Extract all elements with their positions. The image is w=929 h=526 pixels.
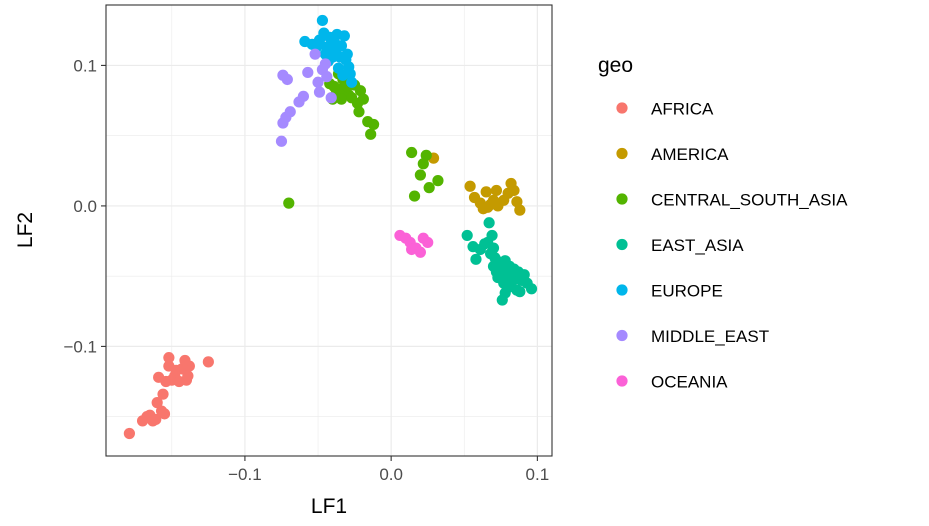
series-africa (123, 352, 214, 440)
data-point (368, 118, 380, 131)
data-point (344, 68, 356, 80)
legend-label: EAST_ASIA (651, 236, 744, 255)
data-points (123, 14, 538, 440)
series-oceania (394, 229, 434, 258)
data-point (511, 196, 523, 208)
data-point (502, 281, 514, 294)
data-point (319, 58, 331, 70)
data-point (157, 388, 169, 400)
legend-key (616, 284, 628, 296)
legend-label: MIDDLE_EAST (651, 327, 769, 346)
data-point (153, 371, 165, 383)
data-point (514, 204, 526, 216)
data-point (281, 73, 293, 86)
series-america (427, 152, 526, 216)
legend-key (616, 238, 628, 251)
data-point (354, 85, 367, 97)
y-axis: −0.1 0.0 0.1 (63, 56, 106, 356)
data-point (406, 146, 418, 159)
data-point (182, 370, 194, 382)
data-point (202, 356, 214, 368)
x-tick-label: 0.0 (379, 465, 403, 484)
data-point (325, 92, 337, 104)
data-point (518, 269, 530, 281)
data-point (470, 253, 482, 265)
data-point (508, 184, 520, 197)
data-point (414, 169, 426, 181)
data-point (284, 106, 296, 118)
data-point (283, 197, 295, 209)
legend-key (616, 329, 628, 342)
data-point (275, 135, 288, 147)
data-point (422, 236, 434, 249)
series-middle-east (275, 48, 337, 147)
data-point (338, 30, 350, 42)
data-point (514, 286, 526, 298)
data-point (483, 217, 495, 229)
series-east-asia (461, 217, 538, 306)
legend-label: OCEANIA (651, 373, 728, 392)
legend-key (616, 375, 628, 387)
data-point (163, 352, 175, 364)
data-point (486, 229, 498, 242)
data-point (313, 86, 326, 98)
data-point (297, 90, 310, 102)
data-point (151, 397, 163, 409)
legend-label: EUROPE (651, 282, 723, 301)
y-tick-label: −0.1 (63, 337, 97, 356)
data-point (353, 106, 365, 118)
x-axis: −0.1 0.0 0.1 (228, 456, 549, 484)
data-point (432, 175, 444, 187)
legend-label: AFRICA (651, 100, 714, 119)
data-point (179, 354, 191, 367)
data-point (346, 76, 358, 88)
legend-key (616, 102, 628, 114)
data-point (496, 294, 508, 306)
data-point (480, 186, 492, 198)
legend-key (616, 147, 628, 160)
data-point (414, 246, 426, 258)
legend: geo AFRICA AMERICA CENTRAL_SOUTH_ASIA EAST_… (598, 54, 848, 392)
plot-border (105, 4, 553, 457)
data-point (316, 14, 329, 27)
data-point (158, 408, 171, 420)
y-tick-label: 0.0 (73, 197, 97, 216)
data-point (487, 242, 500, 254)
data-point (525, 283, 538, 295)
data-point (420, 149, 432, 161)
data-point (335, 40, 348, 52)
legend-title: geo (598, 54, 633, 77)
series-europe (299, 14, 358, 88)
data-point (312, 76, 324, 88)
y-axis-label: LF2 (14, 212, 37, 248)
data-point (123, 427, 135, 440)
legend-label: AMERICA (651, 145, 729, 164)
data-point (335, 93, 348, 105)
data-point (321, 71, 333, 83)
data-point (302, 66, 314, 79)
data-point (417, 158, 429, 170)
legend-label: CENTRAL_SOUTH_ASIA (651, 191, 848, 210)
data-point (464, 180, 476, 192)
data-point (490, 184, 503, 197)
data-point (309, 48, 321, 60)
data-point (461, 229, 473, 242)
x-axis-label: LF1 (311, 495, 347, 518)
data-point (150, 413, 162, 426)
data-point (423, 182, 435, 194)
y-tick-label: 0.1 (73, 56, 97, 75)
x-tick-label: −0.1 (228, 465, 262, 484)
data-point (408, 190, 421, 202)
x-tick-label: 0.1 (526, 465, 550, 484)
data-point (357, 93, 369, 105)
data-point (365, 128, 377, 140)
legend-key (616, 193, 628, 205)
data-point (341, 48, 353, 60)
data-point (328, 80, 340, 93)
